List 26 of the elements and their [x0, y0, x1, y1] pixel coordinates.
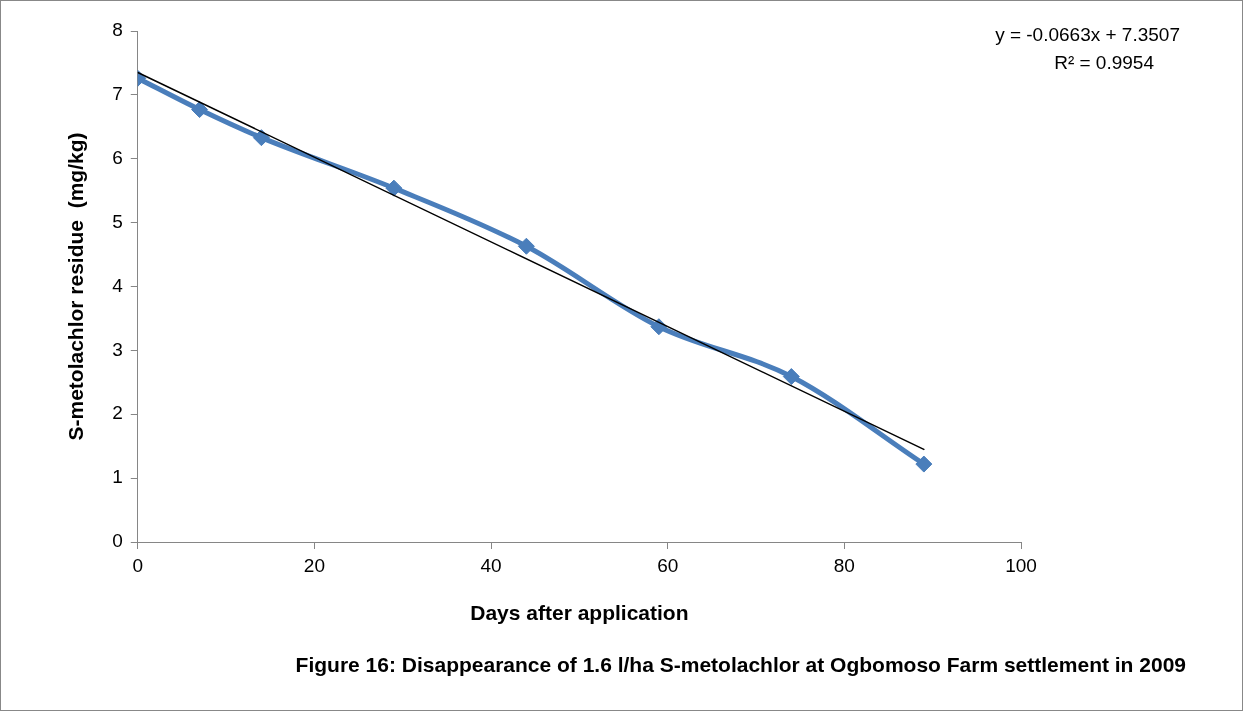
x-tick-label: 0	[132, 554, 144, 576]
x-tick-label: 40	[480, 554, 502, 576]
y-tick-label: 1	[112, 466, 123, 488]
text: R² = 0.9954	[1053, 51, 1155, 75]
y-tick-label: 7	[112, 83, 123, 105]
point	[915, 455, 933, 473]
point	[385, 179, 403, 197]
y-tick-label: 5	[112, 210, 123, 232]
y-tick-label: 8	[112, 19, 123, 41]
point	[517, 237, 535, 255]
caption: Figure 16: Disappearance of 1.6 l/ha S-metolachlor at Ogbomoso Farm settlement in 2009	[295, 653, 1186, 676]
y-tick-label: 0	[112, 530, 123, 552]
y-axis-title: S-metolachlor residue (mg/kg)	[64, 132, 88, 441]
y-tick-label: 6	[112, 146, 123, 168]
x-tick-label: 20	[303, 554, 325, 576]
y-tick-label: 2	[112, 402, 123, 424]
point	[252, 129, 270, 147]
point	[782, 368, 800, 386]
y-tick-label: 4	[112, 274, 124, 296]
x-axis-title: Days after application	[470, 601, 689, 625]
point	[191, 101, 209, 119]
y-tick-label: 3	[112, 338, 123, 360]
x-tick-label: 60	[657, 554, 679, 576]
x-tick-label: 100	[1005, 554, 1037, 576]
annotation: y = -0.0663x + 7.3507	[995, 23, 1180, 47]
x-tick-label: 80	[833, 554, 855, 576]
